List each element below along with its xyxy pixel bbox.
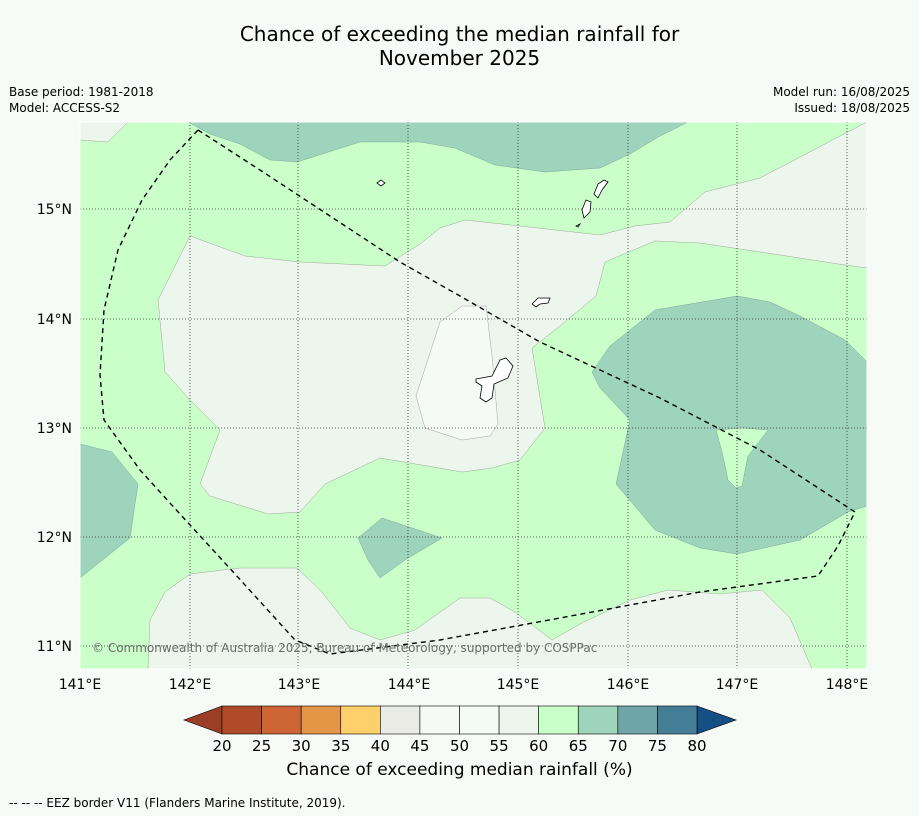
colorbar-cell [617, 705, 658, 735]
zone-55-60-bottom [147, 567, 813, 669]
colorbar-cell [261, 705, 302, 735]
colorbar-tick-label: 65 [569, 737, 588, 755]
zone-65-70-east [591, 295, 867, 555]
lon-label: 147°E [716, 677, 759, 693]
island-guam [475, 357, 514, 403]
copyright-text: © Commonwealth of Australia 2025, Bureau… [92, 641, 597, 655]
lat-label: 12°N [37, 530, 72, 546]
lon-label: 142°E [169, 677, 212, 693]
zone-50-55-guam [415, 305, 499, 441]
island-saipan [593, 179, 609, 199]
colorbar-cell [419, 705, 460, 735]
eez-legend-note: -- -- -- EEZ border V11 (Flanders Marine… [9, 796, 346, 810]
lat-label: 13°N [37, 421, 72, 437]
island-small [376, 179, 386, 187]
colorbar-over-arrow [696, 705, 737, 735]
colorbar-under-arrow [183, 705, 223, 735]
colorbar-cell [459, 705, 500, 735]
map-title: Chance of exceeding the median rainfall … [0, 22, 919, 70]
lon-label: 145°E [497, 677, 540, 693]
colorbar-cell [380, 705, 421, 735]
island-tinian [581, 199, 592, 219]
colorbar-tick-label: 55 [490, 737, 509, 755]
map-frame [79, 121, 868, 670]
colorbar-tick-label: 50 [450, 737, 469, 755]
zone-55-60-topleft [80, 122, 129, 143]
colorbar-title: Chance of exceeding median rainfall (%) [286, 760, 633, 780]
eez-border [99, 129, 856, 655]
lat-label: 14°N [37, 312, 72, 328]
island-aguijan [575, 222, 582, 228]
island-rota [531, 297, 551, 308]
zone-60-65-inset [715, 427, 769, 489]
colorbar-cell [221, 705, 262, 735]
lat-labels: 15°N 14°N 13°N 12°N 11°N [37, 202, 72, 655]
colorbar-tick-label: 20 [212, 737, 231, 755]
issued-date: Issued: 18/08/2025 [794, 101, 910, 115]
meta-right: Model run: 16/08/2025 Issued: 18/08/2025 [773, 84, 910, 116]
lon-label: 141°E [59, 677, 102, 693]
colorbar-tick-label: 80 [687, 737, 706, 755]
colorbar-cell [538, 705, 579, 735]
zone-65-70-west [80, 443, 139, 579]
lat-label: 15°N [37, 202, 72, 218]
colorbar-cell [498, 705, 539, 735]
lon-labels: 141°E 142°E 143°E 144°E 145°E 146°E 147°… [59, 677, 869, 693]
islands [376, 179, 609, 403]
colorbar-cell [657, 705, 698, 735]
colorbar-tick-label: 60 [529, 737, 548, 755]
model-name: Model: ACCESS-S2 [9, 101, 121, 115]
colorbar-tick-label: 45 [410, 737, 429, 755]
lon-label: 148°E [826, 677, 869, 693]
colorbar: 20 25 30 35 40 45 50 55 60 65 70 75 80 [183, 705, 737, 755]
colorbar-cell [300, 705, 342, 735]
lat-label: 11°N [37, 639, 72, 655]
colorbar-cell [340, 705, 381, 735]
colorbar-tick-label: 40 [371, 737, 390, 755]
title-line-1: Chance of exceeding the median rainfall … [239, 22, 680, 46]
colorbar-tick-label: 35 [331, 737, 350, 755]
lon-label: 146°E [607, 677, 650, 693]
base-period: Base period: 1981-2018 [9, 85, 154, 99]
lon-label: 143°E [278, 677, 321, 693]
gridlines [80, 122, 867, 669]
colorbar-cell [577, 705, 619, 735]
colorbar-tick-label: 25 [252, 737, 271, 755]
zone-55-60-central [157, 122, 867, 515]
meta-left: Base period: 1981-2018 Model: ACCESS-S2 [9, 84, 154, 116]
lon-label: 144°E [388, 677, 431, 693]
zone-65-70-top [187, 122, 689, 173]
colorbar-tick-label: 30 [292, 737, 311, 755]
rainfall-map: © Commonwealth of Australia 2025, Bureau… [80, 122, 867, 669]
colorbar-tick-label: 70 [608, 737, 627, 755]
model-run: Model run: 16/08/2025 [772, 85, 910, 99]
colorbar-tick-label: 75 [648, 737, 667, 755]
zone-65-70-small [357, 517, 443, 579]
title-line-2: November 2025 [378, 46, 541, 70]
